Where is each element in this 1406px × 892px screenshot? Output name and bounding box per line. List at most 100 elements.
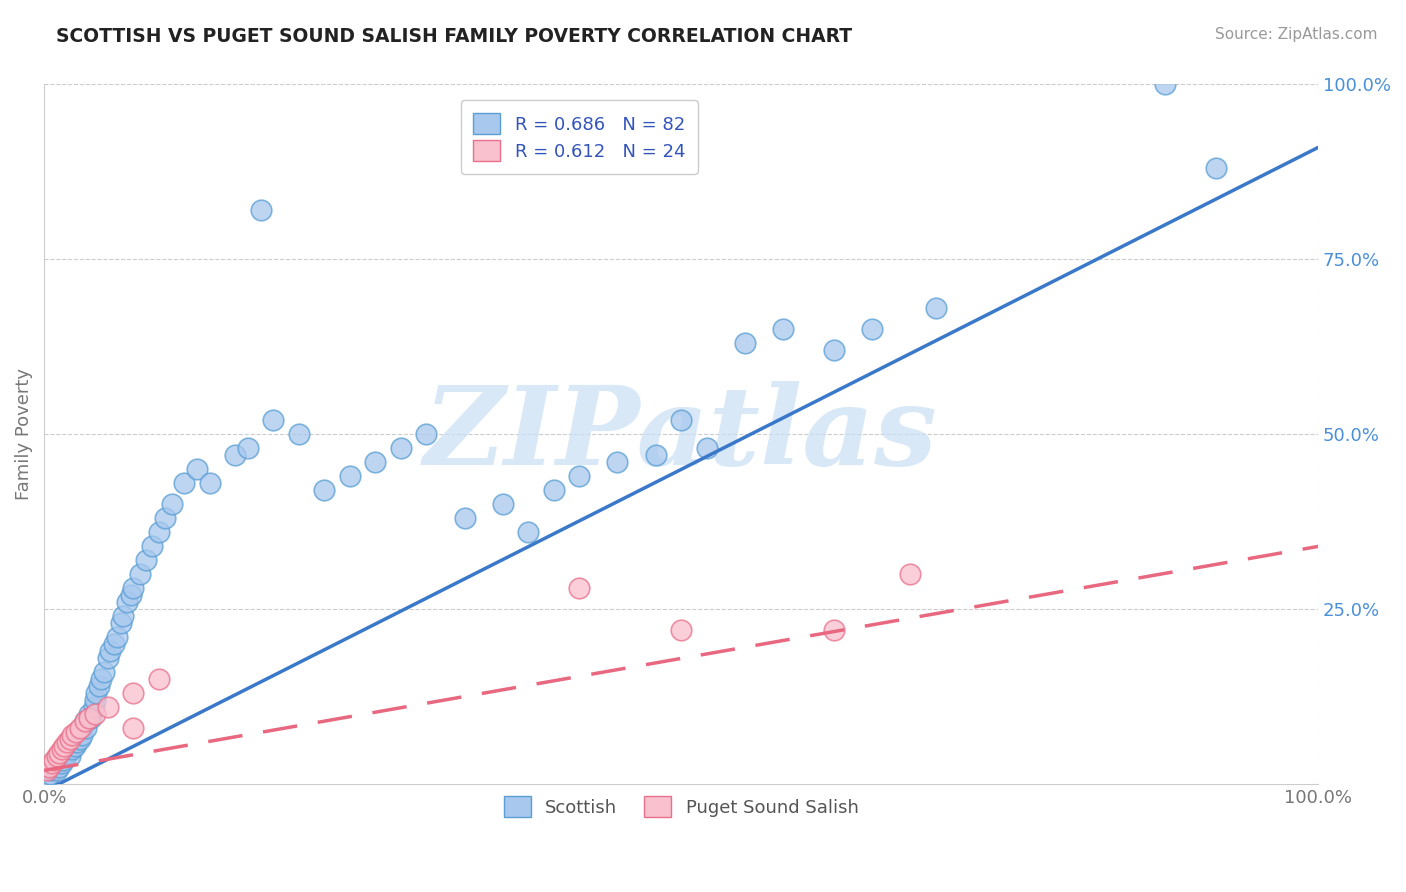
- Point: [186, 462, 208, 476]
- Point: [644, 449, 666, 463]
- Point: [110, 616, 132, 631]
- Point: [49, 753, 72, 767]
- Point: [415, 427, 437, 442]
- Point: [53, 749, 76, 764]
- Point: [69, 722, 91, 736]
- Point: [669, 624, 692, 638]
- Point: [41, 764, 63, 778]
- Point: [72, 718, 94, 732]
- Point: [58, 731, 80, 746]
- Y-axis label: Family Poverty: Family Poverty: [15, 368, 32, 500]
- Point: [120, 589, 142, 603]
- Point: [103, 637, 125, 651]
- Point: [37, 771, 59, 785]
- Point: [69, 731, 91, 746]
- Point: [75, 722, 97, 736]
- Point: [122, 582, 145, 596]
- Point: [98, 644, 121, 658]
- Point: [65, 725, 87, 739]
- Point: [262, 413, 284, 427]
- Point: [288, 427, 311, 442]
- Point: [568, 582, 591, 596]
- Point: [48, 760, 70, 774]
- Point: [198, 476, 221, 491]
- Point: [38, 760, 60, 774]
- Point: [55, 749, 77, 764]
- Point: [39, 767, 62, 781]
- Point: [112, 609, 135, 624]
- Point: [77, 707, 100, 722]
- Point: [517, 525, 540, 540]
- Point: [105, 631, 128, 645]
- Point: [606, 455, 628, 469]
- Point: [93, 665, 115, 680]
- Point: [148, 525, 170, 540]
- Point: [73, 714, 96, 729]
- Point: [823, 343, 845, 358]
- Point: [65, 731, 87, 746]
- Point: [153, 511, 176, 525]
- Point: [925, 301, 948, 316]
- Text: SCOTTISH VS PUGET SOUND SALISH FAMILY POVERTY CORRELATION CHART: SCOTTISH VS PUGET SOUND SALISH FAMILY PO…: [56, 27, 852, 45]
- Point: [45, 749, 67, 764]
- Point: [128, 567, 150, 582]
- Point: [56, 735, 79, 749]
- Point: [453, 511, 475, 525]
- Point: [63, 739, 86, 753]
- Point: [73, 714, 96, 729]
- Point: [84, 693, 107, 707]
- Point: [45, 764, 67, 778]
- Point: [122, 686, 145, 700]
- Point: [53, 739, 76, 753]
- Point: [44, 753, 66, 767]
- Point: [80, 711, 103, 725]
- Point: [35, 764, 58, 778]
- Point: [41, 756, 63, 771]
- Point: [46, 756, 69, 771]
- Point: [115, 595, 138, 609]
- Point: [77, 711, 100, 725]
- Point: [173, 476, 195, 491]
- Point: [669, 413, 692, 427]
- Point: [772, 322, 794, 336]
- Point: [87, 680, 110, 694]
- Point: [339, 469, 361, 483]
- Text: Source: ZipAtlas.com: Source: ZipAtlas.com: [1215, 27, 1378, 42]
- Point: [42, 760, 65, 774]
- Point: [60, 728, 83, 742]
- Point: [58, 742, 80, 756]
- Point: [90, 673, 112, 687]
- Point: [56, 746, 79, 760]
- Point: [52, 753, 75, 767]
- Point: [58, 749, 80, 764]
- Point: [160, 498, 183, 512]
- Point: [364, 455, 387, 469]
- Point: [249, 203, 271, 218]
- Point: [314, 483, 336, 498]
- Point: [568, 469, 591, 483]
- Point: [135, 553, 157, 567]
- Point: [900, 567, 922, 582]
- Point: [48, 746, 70, 760]
- Point: [823, 624, 845, 638]
- Point: [59, 739, 82, 753]
- Point: [66, 735, 89, 749]
- Point: [236, 442, 259, 456]
- Point: [86, 686, 108, 700]
- Point: [1205, 161, 1227, 176]
- Point: [1154, 78, 1177, 92]
- Point: [122, 722, 145, 736]
- Point: [51, 742, 73, 756]
- Point: [84, 707, 107, 722]
- Text: ZIPatlas: ZIPatlas: [425, 381, 938, 488]
- Point: [51, 756, 73, 771]
- Point: [696, 442, 718, 456]
- Point: [734, 336, 756, 351]
- Point: [70, 722, 93, 736]
- Point: [492, 498, 515, 512]
- Point: [60, 742, 83, 756]
- Point: [45, 756, 67, 771]
- Point: [224, 449, 246, 463]
- Point: [83, 700, 105, 714]
- Point: [67, 728, 90, 742]
